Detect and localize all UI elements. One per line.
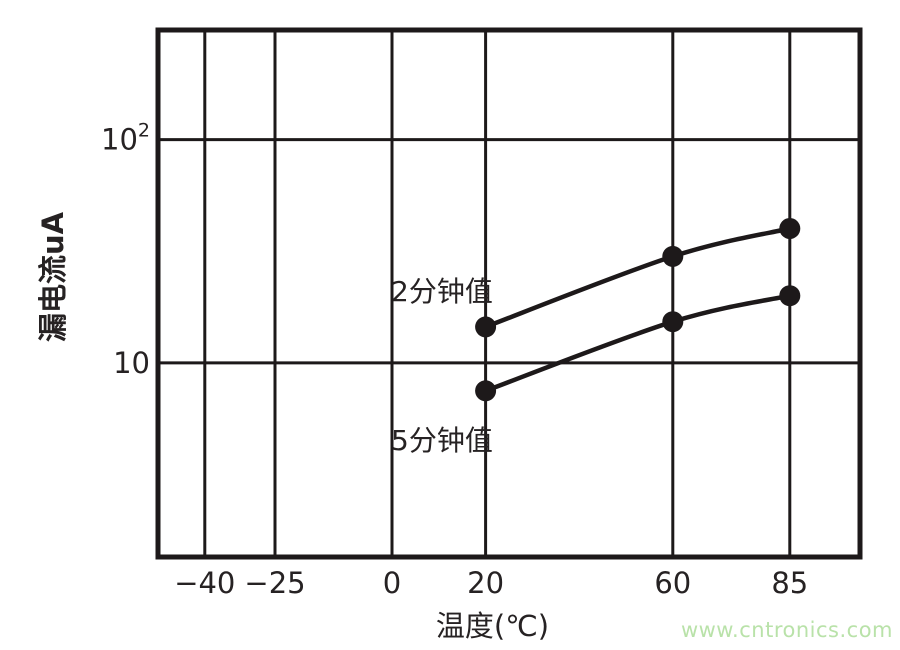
x-tick-label: 85 — [771, 566, 808, 600]
watermark-text: www.cntronics.com — [680, 618, 893, 642]
series-label-2min: 2分钟值 — [391, 275, 493, 308]
x-tick-label: −40 — [174, 566, 235, 600]
x-tick-label: 0 — [383, 566, 401, 600]
data-point — [779, 285, 801, 307]
y-tick-label: 102 — [101, 120, 150, 157]
data-point — [662, 311, 684, 333]
x-tick-label: 60 — [654, 566, 691, 600]
data-point — [779, 218, 801, 239]
series-label-5min: 5分钟值 — [391, 424, 493, 457]
data-point — [475, 316, 497, 338]
x-tick-label: −25 — [244, 566, 305, 600]
plot-border — [155, 27, 863, 560]
series-line — [483, 293, 793, 394]
x-axis-title: 温度(℃) — [435, 609, 550, 643]
y-tick-label: 10 — [113, 346, 150, 380]
data-point — [662, 245, 684, 267]
series-line — [483, 226, 793, 330]
x-tick-label: 20 — [467, 566, 504, 600]
data-point — [475, 380, 497, 402]
